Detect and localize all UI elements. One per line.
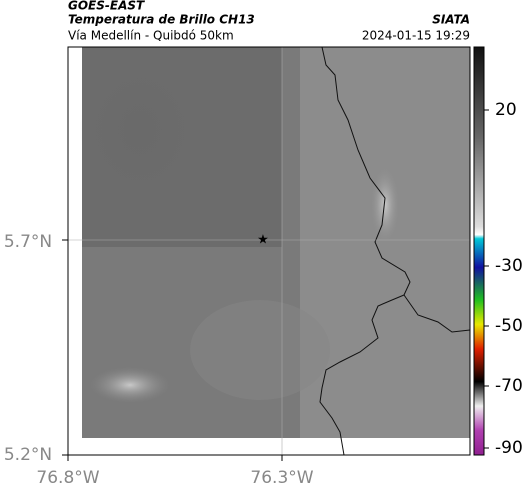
lon-label: 76.3°W: [250, 468, 313, 488]
svg-text:★: ★: [257, 233, 269, 248]
timestamp: 2024-01-15 19:29: [362, 29, 470, 43]
title: GOES-EAST: [68, 0, 145, 13]
map-frame: [67, 46, 471, 456]
colorbar-label: -70: [495, 376, 523, 396]
source: SIATA: [432, 13, 470, 27]
lon-label: 76.8°W: [36, 468, 99, 488]
colorbar: [473, 46, 485, 456]
colorbar-label: 20: [495, 100, 517, 120]
lat-label: 5.2°N: [4, 445, 52, 465]
route: Vía Medellín - Quibdó 50km: [68, 29, 234, 43]
map-image: ★: [68, 46, 471, 456]
lat-label: 5.7°N: [4, 232, 52, 252]
colorbar-label: -90: [495, 438, 523, 458]
colorbar-label: -30: [495, 256, 523, 276]
subtitle: Temperatura de Brillo CH13: [68, 13, 255, 27]
colorbar-label: -50: [495, 316, 523, 336]
